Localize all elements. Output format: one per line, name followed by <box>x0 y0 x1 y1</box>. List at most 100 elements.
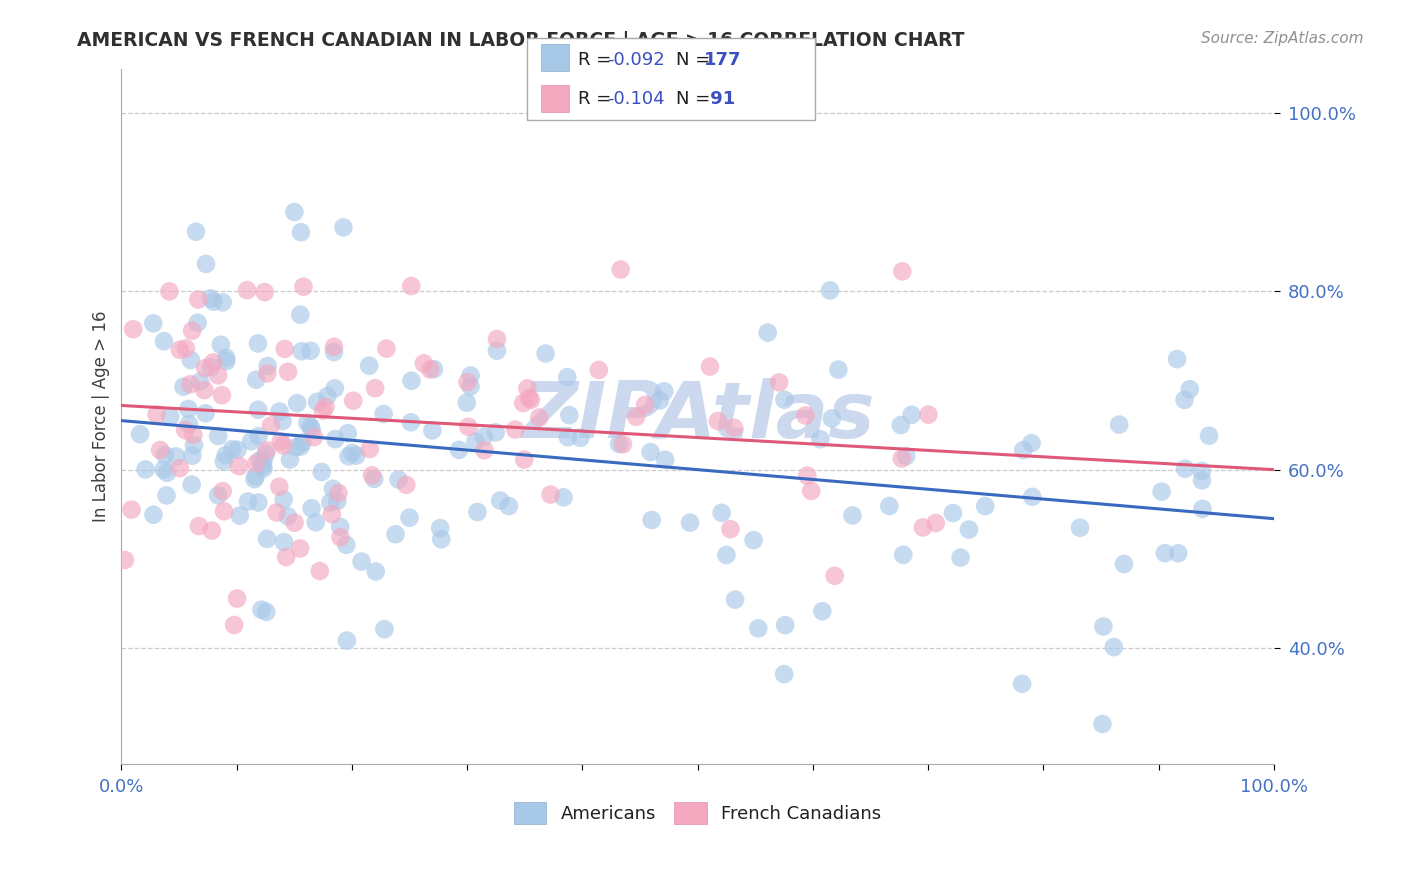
Point <box>359 442 381 456</box>
Point <box>1167 546 1189 560</box>
Point <box>202 294 225 309</box>
Point <box>211 295 233 310</box>
Point <box>215 448 238 462</box>
Point <box>273 492 295 507</box>
Point <box>315 400 337 414</box>
Point <box>1069 521 1091 535</box>
Point <box>236 494 259 508</box>
Point <box>485 425 508 440</box>
Point <box>229 508 252 523</box>
Point <box>212 454 235 468</box>
Text: Source: ZipAtlas.com: Source: ZipAtlas.com <box>1201 31 1364 46</box>
Point <box>142 316 165 330</box>
Point <box>180 477 202 491</box>
Point <box>335 538 357 552</box>
Point <box>401 374 423 388</box>
Point <box>974 499 997 513</box>
Point <box>256 443 278 458</box>
Point <box>336 633 359 648</box>
Point <box>634 398 657 412</box>
Point <box>321 507 343 521</box>
Point <box>201 524 224 538</box>
Point <box>957 523 980 537</box>
Point <box>399 279 422 293</box>
Point <box>342 446 364 460</box>
Point <box>122 322 145 336</box>
Text: N =: N = <box>676 51 716 69</box>
Point <box>194 361 217 376</box>
Point <box>211 484 233 499</box>
Point <box>209 337 232 351</box>
Point <box>359 359 381 373</box>
Point <box>253 285 276 300</box>
Point <box>297 416 319 430</box>
Point <box>512 396 534 410</box>
Point <box>277 509 299 524</box>
Point <box>307 394 329 409</box>
Point <box>395 477 418 491</box>
Point <box>456 395 478 409</box>
Point <box>301 501 323 516</box>
Point <box>429 521 451 535</box>
Point <box>1191 501 1213 516</box>
Point <box>1011 677 1033 691</box>
Point <box>607 437 630 451</box>
Point <box>299 419 322 434</box>
Point <box>134 462 156 476</box>
Point <box>474 443 496 458</box>
Point <box>464 434 486 449</box>
Point <box>652 384 675 399</box>
Point <box>520 392 543 407</box>
Point <box>332 220 354 235</box>
Point <box>221 442 243 457</box>
Point <box>243 472 266 486</box>
Point <box>114 553 136 567</box>
Point <box>1021 490 1043 504</box>
Point <box>911 520 934 534</box>
Point <box>226 591 249 606</box>
Point <box>149 442 172 457</box>
Point <box>252 453 274 467</box>
Text: ZIPAtlas: ZIPAtlas <box>522 378 875 454</box>
Point <box>747 621 769 635</box>
Point <box>271 414 294 428</box>
Point <box>891 548 914 562</box>
Point <box>247 402 270 417</box>
Point <box>326 494 349 508</box>
Point <box>540 487 562 501</box>
Point <box>457 420 479 434</box>
Point <box>273 535 295 549</box>
Point <box>949 550 972 565</box>
Point <box>716 548 738 562</box>
Point <box>153 448 176 462</box>
Point <box>245 469 267 483</box>
Point <box>917 408 939 422</box>
Text: R =: R = <box>578 90 617 108</box>
Point <box>384 527 406 541</box>
Point <box>1178 382 1201 396</box>
Point <box>290 308 312 322</box>
Point <box>157 285 180 299</box>
Point <box>648 393 671 408</box>
Point <box>270 434 292 449</box>
Point <box>246 336 269 351</box>
Point <box>250 603 273 617</box>
Point <box>121 502 143 516</box>
Point <box>226 442 249 457</box>
Point <box>373 407 395 421</box>
Point <box>329 530 352 544</box>
Legend: Americans, French Canadians: Americans, French Canadians <box>515 802 882 824</box>
Text: R =: R = <box>578 51 617 69</box>
Point <box>316 389 339 403</box>
Point <box>588 363 610 377</box>
Point <box>311 465 333 479</box>
Point <box>337 449 360 463</box>
Point <box>1091 717 1114 731</box>
Point <box>342 393 364 408</box>
Point <box>1174 461 1197 475</box>
Point <box>430 533 453 547</box>
Point <box>249 453 271 467</box>
Point <box>800 483 823 498</box>
Point <box>553 491 575 505</box>
Point <box>325 432 347 446</box>
